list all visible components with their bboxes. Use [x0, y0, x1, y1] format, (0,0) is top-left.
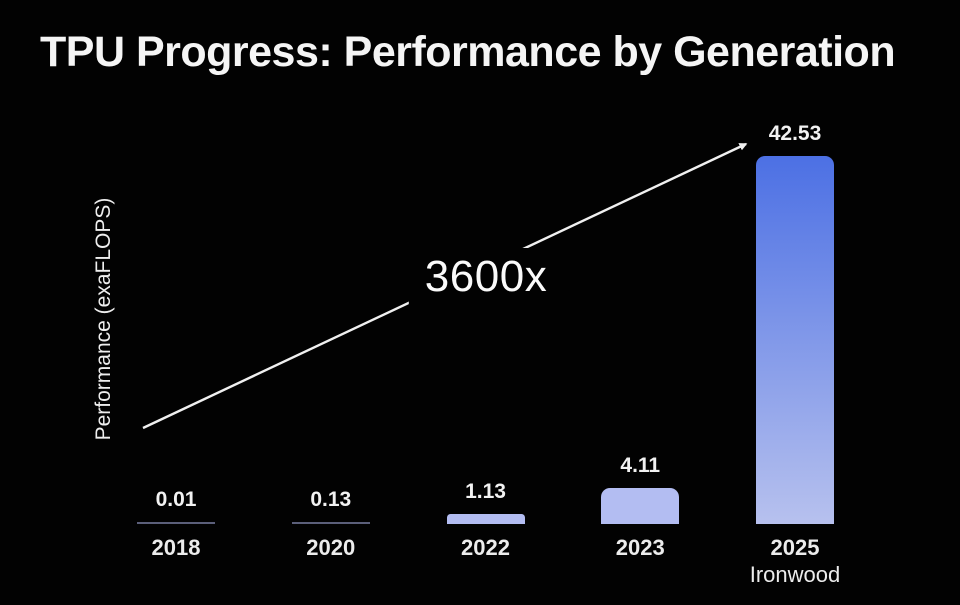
category-label-2022: 2022	[461, 535, 510, 560]
chart-title: TPU Progress: Performance by Generation	[40, 28, 896, 76]
category-label-2018: 2018	[151, 535, 201, 560]
growth-multiplier-label: 3600x	[408, 248, 564, 306]
value-label-2020: 0.13	[310, 487, 352, 511]
bar-2020	[291, 521, 370, 524]
value-label-2022: 1.13	[465, 480, 506, 504]
value-label-2023: 4.11	[620, 454, 661, 478]
category-label-2023: 2023	[615, 535, 665, 560]
category-sublabel-2025: Ironwood	[749, 562, 841, 587]
category-label-2025: 2025	[770, 535, 820, 560]
bar-2023	[601, 488, 680, 524]
value-label-2025: 42.53	[768, 122, 822, 145]
value-label-2018: 0.01	[155, 487, 197, 511]
bar-2018	[137, 521, 215, 524]
bar-2025	[756, 156, 834, 524]
bar-2022	[446, 514, 525, 524]
category-label-2020: 2020	[306, 535, 356, 560]
